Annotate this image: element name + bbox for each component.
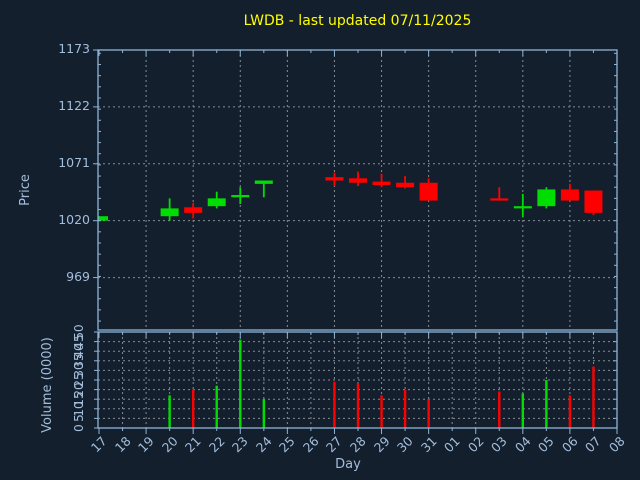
- volume-bar: [191, 389, 195, 428]
- volume-bar: [521, 393, 525, 428]
- volume-bar: [262, 399, 266, 428]
- volume-bar: [403, 389, 407, 428]
- volume-bar: [568, 395, 572, 428]
- candle: [419, 178, 438, 201]
- candle: [490, 187, 509, 201]
- candle: [560, 183, 579, 201]
- candle: [207, 191, 226, 209]
- candle: [184, 202, 203, 219]
- volume-bars: [168, 339, 595, 428]
- candle: [537, 187, 556, 209]
- volume-bar: [215, 385, 218, 428]
- price-tick-label: 1122: [58, 97, 90, 113]
- volume-bar: [168, 395, 171, 428]
- price-axis-label: Price: [17, 174, 33, 206]
- chart-title: LWDB - last updated 07/11/2025: [243, 13, 472, 29]
- candle: [254, 180, 273, 198]
- candles: [98, 171, 603, 221]
- price-tick-label: 969: [66, 268, 90, 284]
- volume-bar: [356, 383, 360, 428]
- volume-bar: [545, 380, 548, 428]
- candle: [98, 216, 108, 221]
- volume-bar: [333, 381, 336, 428]
- candle: [584, 190, 603, 216]
- x-axis-label: Day: [335, 457, 361, 472]
- volume-bar: [427, 399, 430, 428]
- candle: [325, 172, 344, 187]
- volume-axis-label: Volume (0000): [39, 337, 55, 433]
- candle: [372, 173, 391, 188]
- candle: [396, 176, 415, 189]
- tick-marks: [93, 49, 618, 434]
- volume-bar: [239, 339, 242, 428]
- volume-bar: [592, 366, 595, 428]
- candle: [513, 193, 532, 218]
- volume-tick-label: 50: [72, 324, 86, 340]
- price-tick-label: 1020: [58, 211, 90, 227]
- price-tick-label: 1071: [58, 154, 90, 170]
- candle: [349, 171, 367, 187]
- volume-bar: [380, 395, 383, 428]
- candle: [231, 187, 250, 204]
- price-tick-label: 1173: [58, 41, 90, 56]
- candle: [160, 198, 179, 221]
- volume-bar: [498, 391, 501, 428]
- gridlines: [98, 50, 617, 428]
